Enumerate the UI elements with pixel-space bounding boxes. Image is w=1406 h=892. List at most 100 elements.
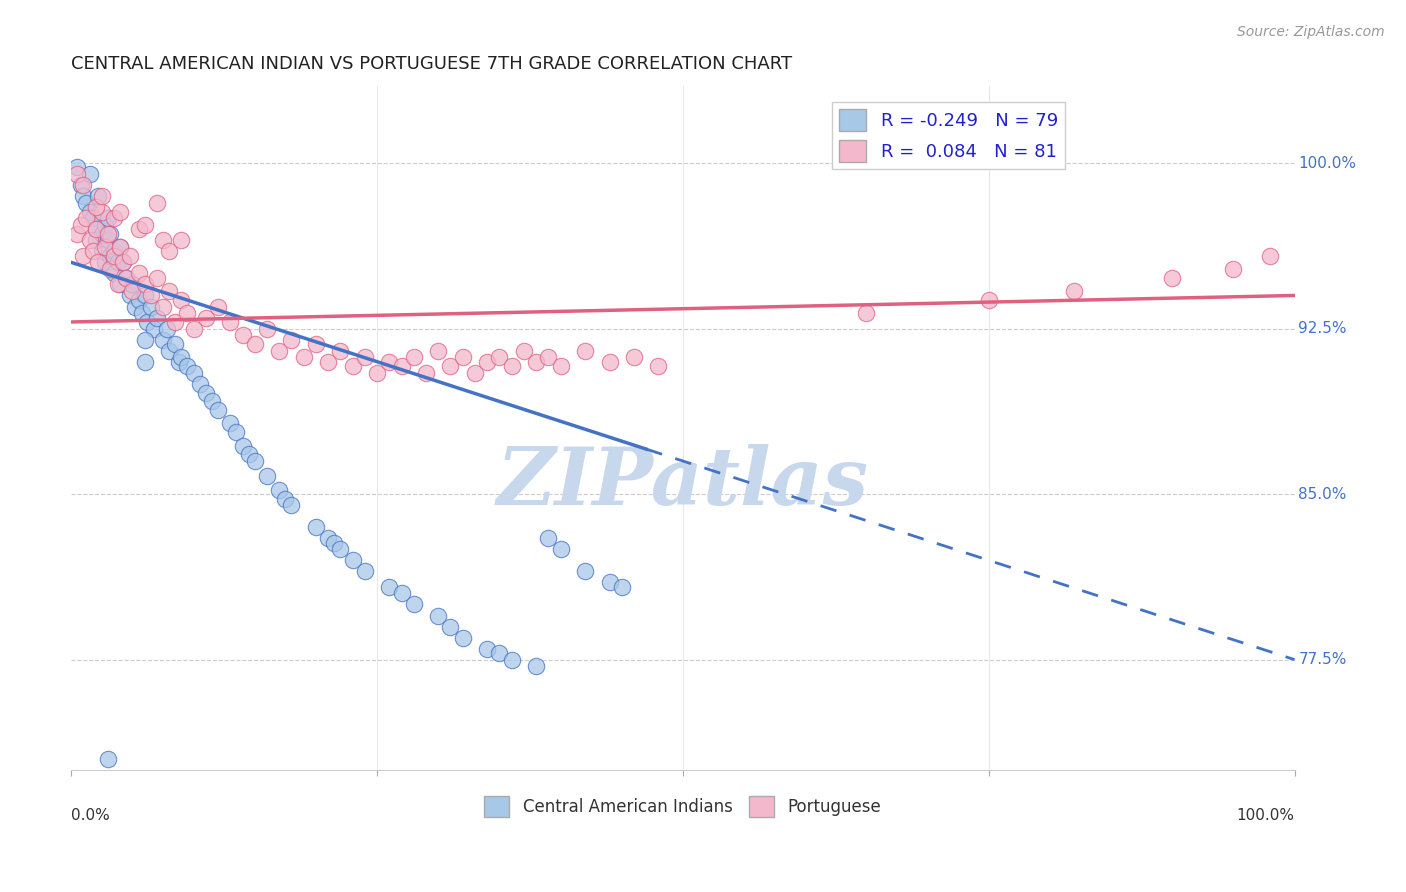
Point xyxy=(269,343,291,358)
Text: 77.5%: 77.5% xyxy=(1298,652,1347,667)
Point xyxy=(599,354,621,368)
Point xyxy=(256,321,278,335)
Point xyxy=(280,498,302,512)
Point xyxy=(451,631,474,645)
Point xyxy=(72,178,94,193)
Point xyxy=(243,454,266,468)
Point xyxy=(243,337,266,351)
Point xyxy=(280,333,302,347)
Point xyxy=(183,366,205,380)
Point xyxy=(550,359,572,373)
Point xyxy=(439,359,461,373)
Point xyxy=(128,222,150,236)
Point xyxy=(316,531,339,545)
Point xyxy=(415,366,437,380)
Point xyxy=(439,619,461,633)
Point xyxy=(121,284,143,298)
Point xyxy=(100,262,122,277)
Point xyxy=(207,403,229,417)
Point xyxy=(79,204,101,219)
Point xyxy=(66,167,89,181)
Point xyxy=(524,659,547,673)
Point xyxy=(501,359,523,373)
Point xyxy=(183,321,205,335)
Point xyxy=(524,354,547,368)
Point xyxy=(128,293,150,307)
Point xyxy=(97,227,120,241)
Point xyxy=(977,293,1000,307)
Text: CENTRAL AMERICAN INDIAN VS PORTUGUESE 7TH GRADE CORRELATION CHART: CENTRAL AMERICAN INDIAN VS PORTUGUESE 7T… xyxy=(72,55,793,73)
Point xyxy=(152,300,174,314)
Point xyxy=(219,315,242,329)
Point xyxy=(188,376,211,391)
Point xyxy=(366,366,388,380)
Point xyxy=(66,161,89,175)
Point xyxy=(94,218,117,232)
Text: 85.0%: 85.0% xyxy=(1298,487,1347,501)
Point xyxy=(75,195,97,210)
Point xyxy=(94,240,117,254)
Point xyxy=(157,244,180,259)
Text: 100.0%: 100.0% xyxy=(1298,155,1357,170)
Point xyxy=(115,270,138,285)
Point xyxy=(623,351,645,365)
Point xyxy=(84,200,107,214)
Point xyxy=(94,255,117,269)
Point xyxy=(170,293,193,307)
Point xyxy=(305,520,328,534)
Point xyxy=(118,249,141,263)
Text: 0.0%: 0.0% xyxy=(72,807,110,822)
Point xyxy=(103,267,125,281)
Text: ZIPatlas: ZIPatlas xyxy=(496,444,869,522)
Point xyxy=(427,608,450,623)
Point xyxy=(550,542,572,557)
Point xyxy=(103,211,125,226)
Point xyxy=(90,204,112,219)
Point xyxy=(97,233,120,247)
Point xyxy=(97,752,120,766)
Point xyxy=(165,337,187,351)
Point xyxy=(475,641,498,656)
Point xyxy=(107,255,129,269)
Point xyxy=(475,354,498,368)
Point xyxy=(72,189,94,203)
Point xyxy=(75,211,97,226)
Point xyxy=(103,249,125,263)
Point xyxy=(378,580,401,594)
Point xyxy=(100,227,122,241)
Point xyxy=(82,244,104,259)
Point xyxy=(146,270,169,285)
Point xyxy=(427,343,450,358)
Point xyxy=(170,233,193,247)
Point xyxy=(353,351,375,365)
Point xyxy=(143,321,166,335)
Point xyxy=(488,351,510,365)
Point xyxy=(316,354,339,368)
Point xyxy=(90,189,112,203)
Point xyxy=(131,306,153,320)
Point xyxy=(501,653,523,667)
Text: 92.5%: 92.5% xyxy=(1298,321,1347,336)
Point xyxy=(156,321,179,335)
Point xyxy=(274,491,297,506)
Point xyxy=(103,244,125,259)
Point xyxy=(165,315,187,329)
Text: Source: ZipAtlas.com: Source: ZipAtlas.com xyxy=(1237,25,1385,39)
Point xyxy=(269,483,291,497)
Point xyxy=(231,439,253,453)
Point xyxy=(329,542,352,557)
Point xyxy=(128,267,150,281)
Point xyxy=(170,351,193,365)
Point xyxy=(152,333,174,347)
Point xyxy=(574,565,596,579)
Point xyxy=(79,167,101,181)
Point xyxy=(134,333,156,347)
Point xyxy=(402,598,425,612)
Point xyxy=(342,553,364,567)
Point xyxy=(305,337,328,351)
Point xyxy=(292,351,315,365)
Point xyxy=(176,359,198,373)
Point xyxy=(329,343,352,358)
Point xyxy=(1258,249,1281,263)
Point xyxy=(111,255,134,269)
